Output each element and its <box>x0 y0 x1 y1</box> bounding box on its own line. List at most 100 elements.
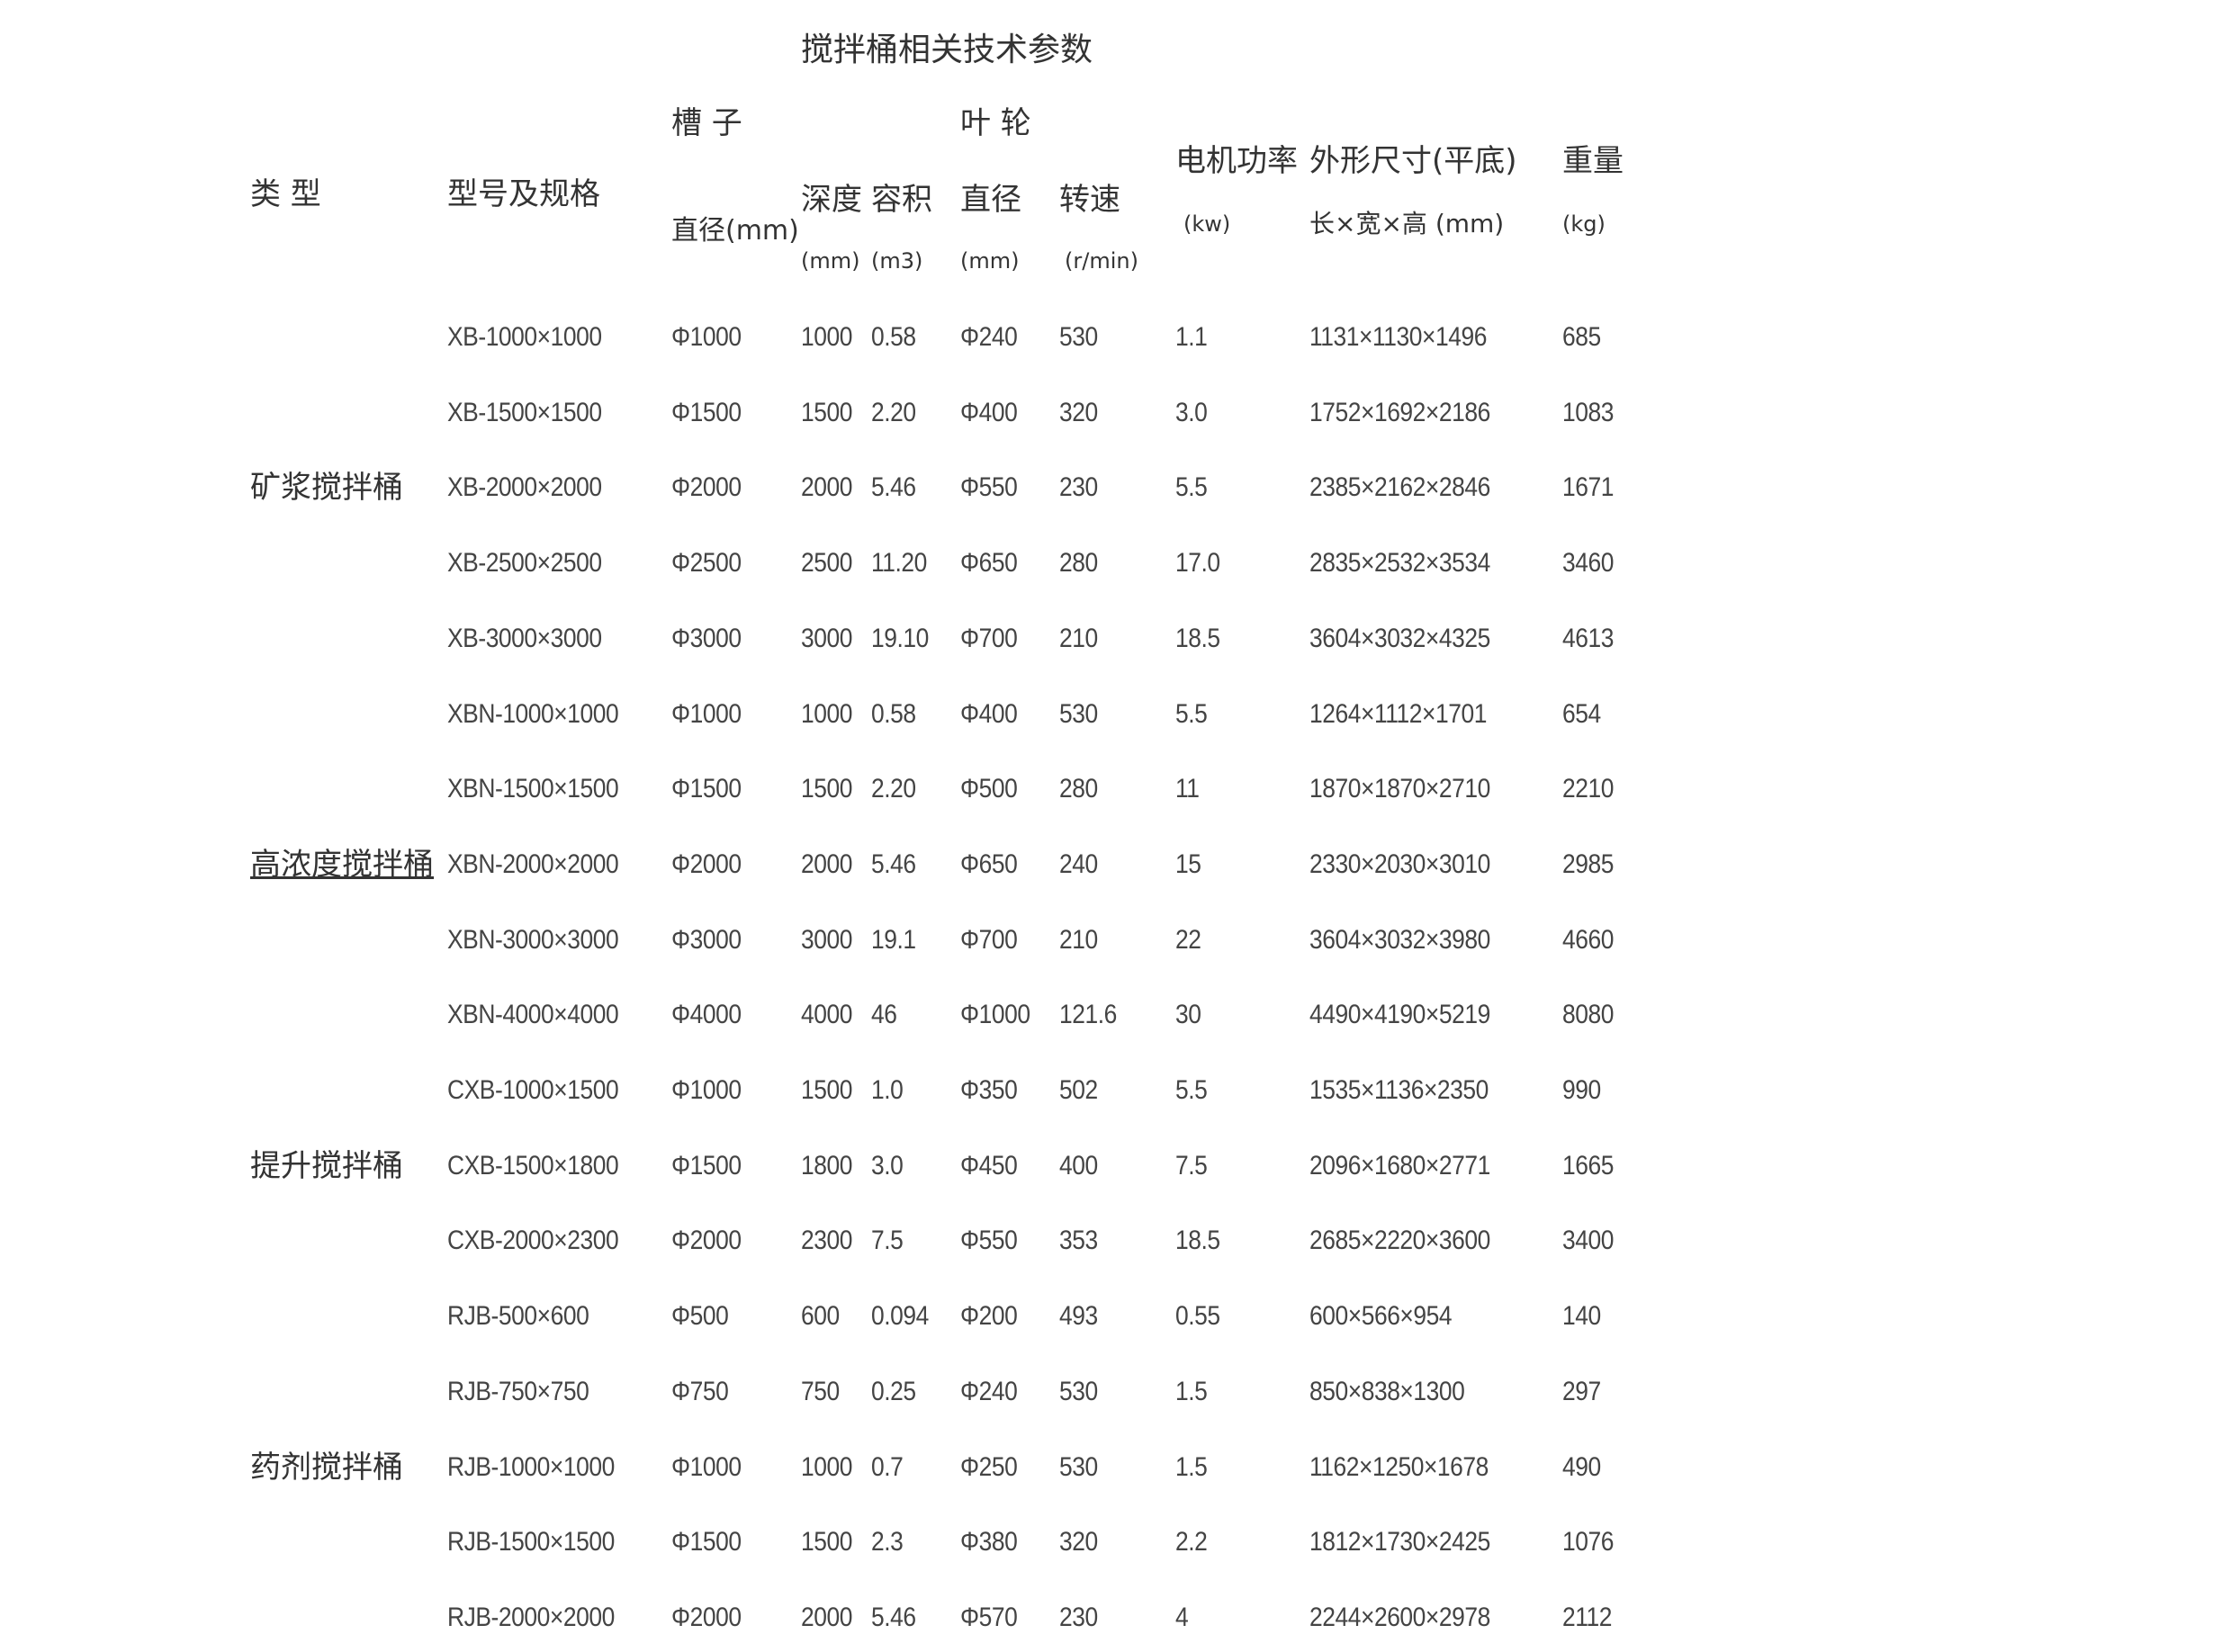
cell-depth: 2500 <box>801 548 852 579</box>
cell-model: CXB-1000×1500 <box>447 1075 619 1105</box>
header-model: 型号及规格 <box>447 176 600 212</box>
cell-dimensions: 1162×1250×1678 <box>1309 1451 1489 1482</box>
cell-weight: 140 <box>1562 1301 1601 1332</box>
cell-dimensions: 2685×2220×3600 <box>1309 1226 1490 1256</box>
cell-speed: 530 <box>1059 1451 1098 1482</box>
cell-depth: 1500 <box>801 1527 852 1558</box>
cell-impeller-diameter: Φ500 <box>960 774 1018 804</box>
cell-weight: 1076 <box>1562 1527 1614 1558</box>
cell-tank-diameter: Φ3000 <box>671 924 742 955</box>
cell-impeller-diameter: Φ200 <box>960 1301 1018 1332</box>
cell-speed: 230 <box>1059 1602 1098 1632</box>
cell-model: XBN-2000×2000 <box>447 848 619 879</box>
cell-depth: 750 <box>801 1376 840 1406</box>
cell-speed: 320 <box>1059 397 1098 427</box>
type-label[interactable]: 高浓度搅拌桶 <box>250 846 434 883</box>
cell-weight: 990 <box>1562 1075 1601 1105</box>
cell-depth: 1000 <box>801 1451 852 1482</box>
cell-depth: 3000 <box>801 924 852 955</box>
cell-speed: 280 <box>1059 548 1098 579</box>
cell-dimensions: 1131×1130×1496 <box>1309 322 1487 352</box>
cell-impeller-diameter: Φ1000 <box>960 1000 1030 1030</box>
header-volume: 容积 <box>871 182 932 218</box>
header-impeller-diameter: 直径 <box>960 182 1021 218</box>
cell-volume: 3.0 <box>871 1150 904 1181</box>
cell-power: 30 <box>1175 1000 1201 1030</box>
cell-weight: 1665 <box>1562 1150 1614 1181</box>
cell-model: RJB-1500×1500 <box>447 1527 615 1558</box>
cell-dimensions: 2330×2030×3010 <box>1309 848 1490 879</box>
cell-model: XBN-1000×1000 <box>447 698 619 729</box>
cell-volume: 0.58 <box>871 322 916 352</box>
cell-depth: 1000 <box>801 698 852 729</box>
header-power-unit: (kw) <box>1183 211 1231 237</box>
cell-tank-diameter: Φ500 <box>671 1301 729 1332</box>
cell-weight: 1671 <box>1562 472 1614 503</box>
cell-volume: 5.46 <box>871 472 916 503</box>
cell-volume: 7.5 <box>871 1226 904 1256</box>
cell-speed: 230 <box>1059 472 1098 503</box>
cell-volume: 0.58 <box>871 698 916 729</box>
cell-power: 3.0 <box>1175 397 1208 427</box>
cell-impeller-diameter: Φ350 <box>960 1075 1018 1105</box>
header-speed-unit: (r/min) <box>1065 248 1138 274</box>
cell-impeller-diameter: Φ700 <box>960 924 1018 955</box>
cell-weight: 2210 <box>1562 774 1614 804</box>
header-volume-unit: (m3) <box>871 248 923 274</box>
cell-dimensions: 3604×3032×3980 <box>1309 924 1490 955</box>
cell-depth: 3000 <box>801 623 852 653</box>
type-label: 提升搅拌桶 <box>250 1147 403 1184</box>
cell-tank-diameter: Φ2000 <box>671 472 742 503</box>
cell-weight: 2112 <box>1562 1602 1613 1632</box>
cell-dimensions: 1870×1870×2710 <box>1309 774 1490 804</box>
cell-tank-diameter: Φ1000 <box>671 1451 742 1482</box>
cell-dimensions: 1535×1136×2350 <box>1309 1075 1489 1105</box>
cell-impeller-diameter: Φ240 <box>960 1376 1018 1406</box>
cell-tank-diameter: Φ3000 <box>671 623 742 653</box>
cell-dimensions: 3604×3032×4325 <box>1309 623 1490 653</box>
cell-volume: 5.46 <box>871 1602 916 1632</box>
cell-depth: 1500 <box>801 1075 852 1105</box>
cell-impeller-diameter: Φ550 <box>960 1226 1018 1256</box>
cell-depth: 1000 <box>801 322 852 352</box>
cell-volume: 1.0 <box>871 1075 904 1105</box>
cell-dimensions: 2835×2532×3534 <box>1309 548 1490 579</box>
cell-volume: 19.1 <box>871 924 916 955</box>
header-tank-diameter: 直径(mm) <box>671 215 799 247</box>
cell-depth: 2300 <box>801 1226 852 1256</box>
cell-volume: 2.20 <box>871 397 916 427</box>
cell-depth: 2000 <box>801 1602 852 1632</box>
cell-volume: 19.10 <box>871 623 929 653</box>
cell-speed: 240 <box>1059 848 1098 879</box>
cell-power: 22 <box>1175 924 1201 955</box>
cell-tank-diameter: Φ2500 <box>671 548 742 579</box>
cell-depth: 2000 <box>801 848 852 879</box>
header-dimensions: 外形尺寸(平底) <box>1309 143 1517 179</box>
type-label: 矿浆搅拌桶 <box>250 470 403 507</box>
cell-power: 0.55 <box>1175 1301 1220 1332</box>
cell-weight: 2985 <box>1562 848 1614 879</box>
cell-power: 1.5 <box>1175 1376 1208 1406</box>
cell-speed: 530 <box>1059 1376 1098 1406</box>
cell-volume: 2.20 <box>871 774 916 804</box>
page-title: 搅拌桶相关技术参数 <box>801 31 1093 68</box>
cell-impeller-diameter: Φ400 <box>960 698 1018 729</box>
cell-speed: 320 <box>1059 1527 1098 1558</box>
cell-volume: 5.46 <box>871 848 916 879</box>
cell-tank-diameter: Φ2000 <box>671 848 742 879</box>
cell-volume: 0.094 <box>871 1301 929 1332</box>
cell-dimensions: 2096×1680×2771 <box>1309 1150 1490 1181</box>
cell-depth: 600 <box>801 1301 840 1332</box>
cell-weight: 654 <box>1562 698 1601 729</box>
cell-weight: 297 <box>1562 1376 1601 1406</box>
cell-volume: 11.20 <box>871 548 927 579</box>
cell-tank-diameter: Φ1500 <box>671 774 742 804</box>
header-type: 类 型 <box>250 176 321 212</box>
cell-tank-diameter: Φ1500 <box>671 397 742 427</box>
cell-weight: 685 <box>1562 322 1601 352</box>
header-impeller: 叶 轮 <box>960 105 1031 141</box>
cell-power: 18.5 <box>1175 1226 1220 1256</box>
cell-impeller-diameter: Φ650 <box>960 848 1018 879</box>
cell-dimensions: 1264×1112×1701 <box>1309 698 1487 729</box>
cell-impeller-diameter: Φ570 <box>960 1602 1018 1632</box>
